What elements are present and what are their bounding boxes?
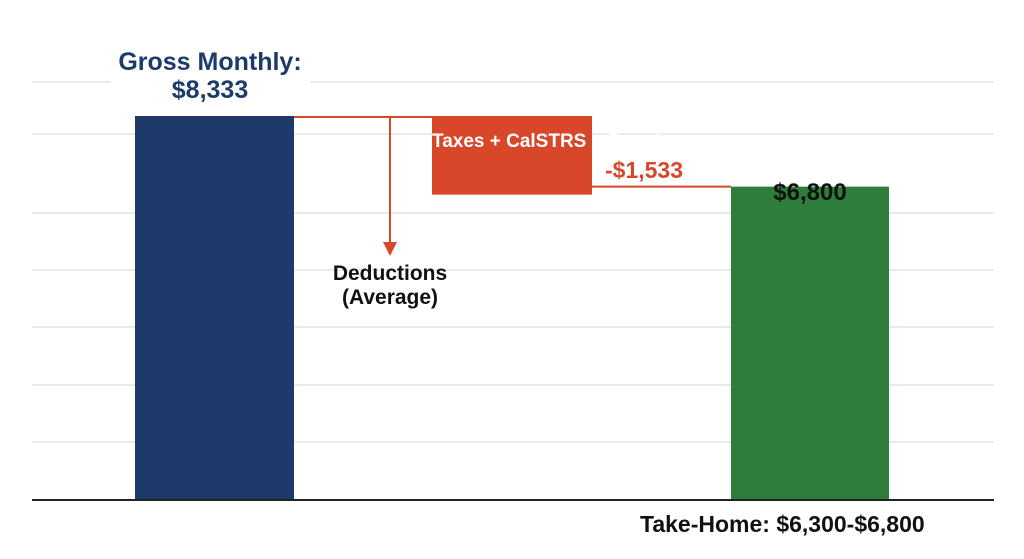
- gross-label: Gross Monthly: $8,333: [110, 46, 310, 106]
- net-value-label: $6,800: [773, 179, 847, 206]
- deductions-name-line2: (Average): [341, 285, 439, 309]
- deduction-arrow-head: [383, 242, 397, 256]
- deduction-box-label: Taxes + CalSTRS + Premiums: [432, 131, 700, 152]
- gross-value-label: $8,333: [171, 76, 249, 104]
- deductions-category-label: Deductions (Average): [300, 262, 480, 309]
- deduction-box: [432, 116, 592, 195]
- deduction-value-label: -$1,533: [605, 157, 684, 183]
- deductions-name-line1: Deductions: [332, 262, 448, 285]
- chart-marks: [32, 116, 994, 501]
- gross-bar: [135, 116, 294, 500]
- gross-name-label: Gross Monthly:: [118, 48, 302, 76]
- take-home-label: Take-Home: $6,300-$6,800: [640, 511, 925, 537]
- net-bar: [731, 186, 889, 500]
